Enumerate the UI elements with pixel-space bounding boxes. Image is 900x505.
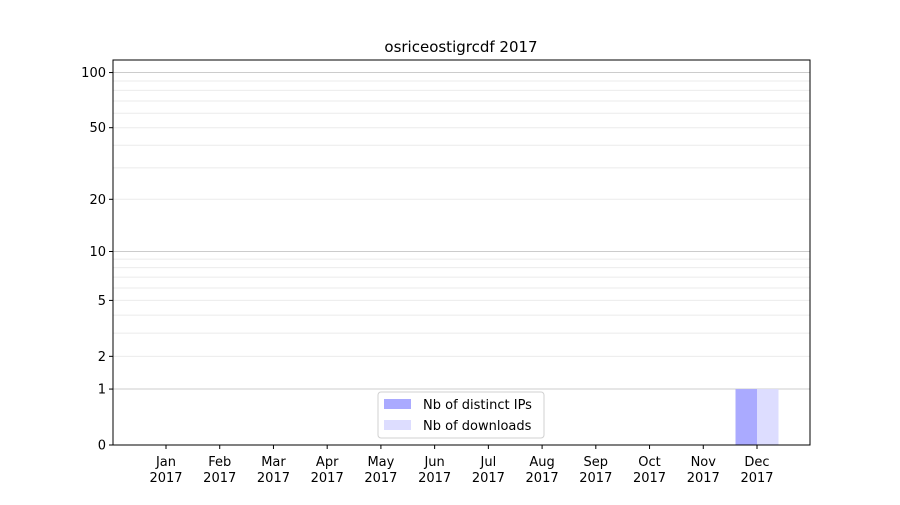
x-tick-label-year: 2017 [311,471,344,486]
x-tick-label-month: Apr [316,455,339,470]
x-tick-label-year: 2017 [257,471,290,486]
x-tick-label-month: Jun [423,455,444,470]
x-tick-label-month: Mar [261,455,286,470]
y-tick-label: 2 [98,350,106,365]
x-tick-label-month: Dec [744,455,769,470]
y-tick-label: 100 [81,66,106,81]
y-tick-label: 5 [98,294,106,309]
x-tick-label-year: 2017 [526,471,559,486]
bar-downloads [757,389,779,445]
x-tick-label-year: 2017 [203,471,236,486]
x-tick-label-year: 2017 [418,471,451,486]
y-tick-label: 0 [98,439,106,454]
legend: Nb of distinct IPs Nb of downloads [377,391,545,439]
x-tick-label-month: Aug [529,455,554,470]
y-tick-label: 20 [89,193,106,208]
legend-label: Nb of distinct IPs [423,398,532,413]
y-tick-label: 50 [89,121,106,136]
y-tick-label: 1 [98,383,106,398]
x-tick-label-year: 2017 [687,471,720,486]
x-tick-label-year: 2017 [740,471,773,486]
legend-swatch [384,399,411,409]
x-tick-label-month: Jul [480,455,497,470]
y-tick-label: 10 [89,245,106,260]
x-tick-label-year: 2017 [149,471,182,486]
x-tick-label-month: May [367,455,394,470]
x-tick-label-year: 2017 [579,471,612,486]
plot-frame [112,59,811,446]
x-tick-label-month: Sep [584,455,609,470]
x-tick-label-year: 2017 [364,471,397,486]
legend-label: Nb of downloads [423,419,532,434]
x-tick-label-year: 2017 [472,471,505,486]
x-tick-label-month: Jan [155,455,176,470]
x-tick-label-month: Nov [691,455,717,470]
chart-title: osriceostigrcdf 2017 [384,38,537,56]
x-tick-label-month: Feb [208,455,231,470]
x-tick-label-month: Oct [638,455,660,470]
legend-box [377,391,545,439]
x-tick-label-year: 2017 [633,471,666,486]
legend-swatch [384,420,411,430]
bar-distinct-ips [735,389,757,445]
